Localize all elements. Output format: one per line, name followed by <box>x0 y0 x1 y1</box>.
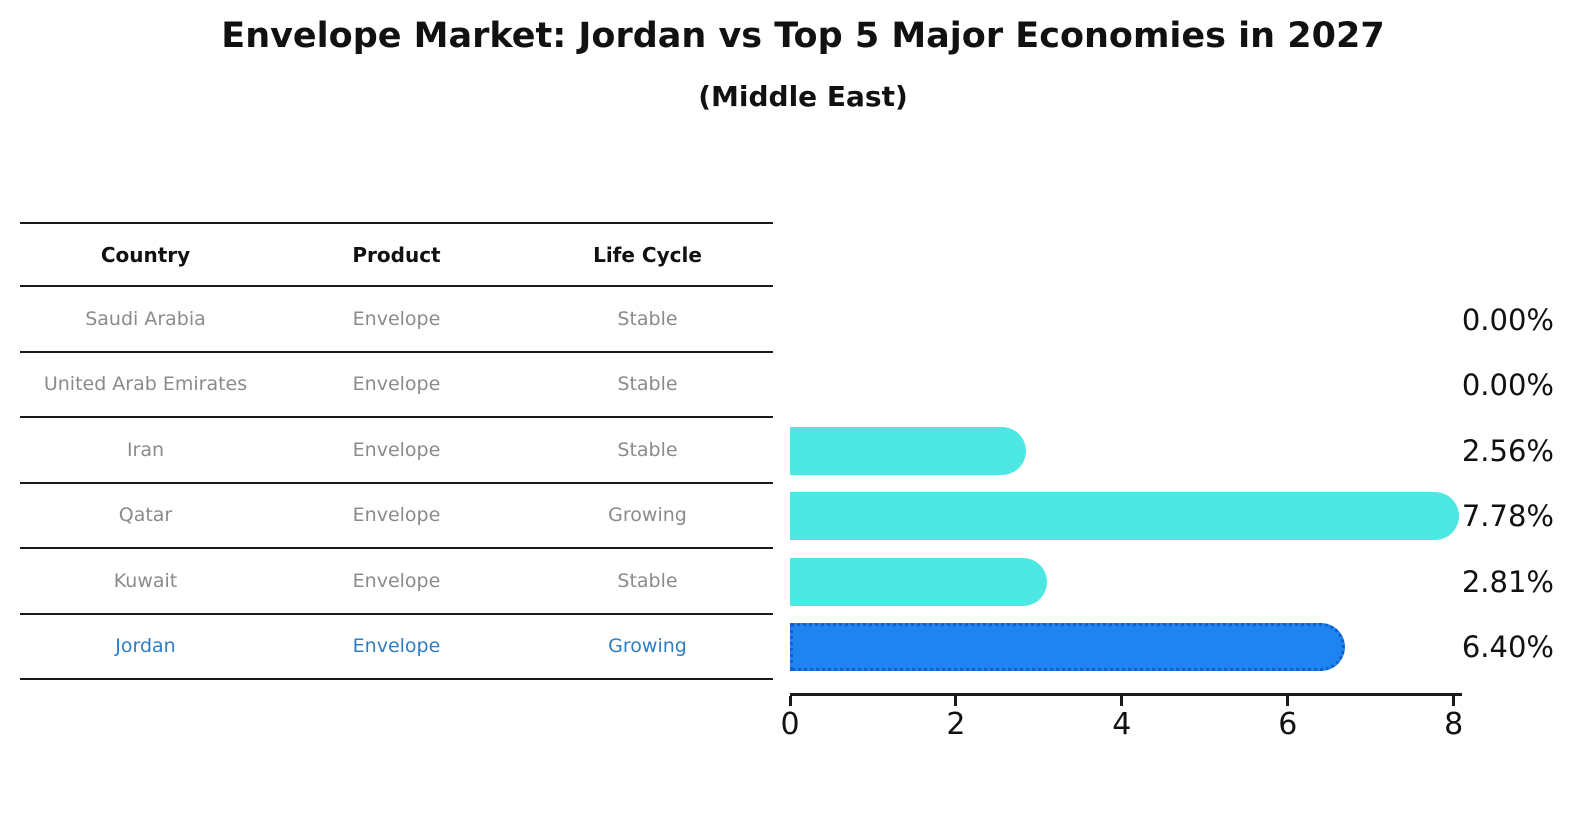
bar-plot <box>790 287 1462 680</box>
table-cell-product: Envelope <box>352 438 441 461</box>
bar-row <box>790 549 1462 615</box>
x-axis-tick-mark <box>1286 696 1290 706</box>
table-cell-life-cycle: Stable <box>617 569 678 592</box>
bar-row <box>790 615 1462 681</box>
table-cell-product: Envelope <box>352 635 441 658</box>
country-table: Country Product Life Cycle Saudi Arabia E… <box>20 222 773 680</box>
table-cell-product: Envelope <box>352 569 441 592</box>
table-cell-country: Jordan <box>115 635 176 658</box>
table-cell-country: Qatar <box>118 504 173 527</box>
value-label-column: 0.00% 0.00% 2.56% 7.78% 2.81% 6.40% <box>1452 287 1554 680</box>
table-row: Jordan Envelope Growing <box>20 615 773 680</box>
x-axis-line <box>790 693 1462 696</box>
table-row: Kuwait Envelope Stable <box>20 549 773 615</box>
table-cell-life-cycle: Growing <box>608 635 687 658</box>
bar-row <box>790 484 1462 550</box>
bar-iran <box>790 426 1027 475</box>
table-cell-country: Kuwait <box>113 569 178 592</box>
x-axis-tick-mark <box>1452 696 1456 706</box>
bar-kuwait <box>790 557 1048 606</box>
table-cell-product: Envelope <box>352 504 441 527</box>
bar-value-label: 0.00% <box>1461 302 1554 337</box>
x-axis-tick-label: 4 <box>1112 707 1132 742</box>
table-header-country: Country <box>100 242 191 267</box>
table-body: Saudi Arabia Envelope Stable United Arab Em… <box>20 287 773 680</box>
chart-subtitle: (Middle East) <box>698 80 908 113</box>
table-cell-life-cycle: Stable <box>617 373 678 396</box>
table-cell-life-cycle: Stable <box>617 307 678 330</box>
x-axis-tick-mark <box>788 696 792 706</box>
table-row: Saudi Arabia Envelope Stable <box>20 287 773 353</box>
bar-value-label: 0.00% <box>1461 368 1554 403</box>
table-row: Qatar Envelope Growing <box>20 484 773 549</box>
chart-title: Envelope Market: Jordan vs Top 5 Major E… <box>221 16 1385 56</box>
table-row: United Arab Emirates Envelope Stable <box>20 353 773 418</box>
table-row: Iran Envelope Stable <box>20 418 773 484</box>
x-axis-tick-mark <box>954 696 958 706</box>
x-axis-tick-label: 6 <box>1278 707 1298 742</box>
table-header-row: Country Product Life Cycle <box>20 222 773 287</box>
table-header-product: Product <box>352 242 441 267</box>
x-axis-tick-label: 8 <box>1444 707 1464 742</box>
bar-row <box>790 287 1462 353</box>
table-cell-country: Iran <box>126 438 165 461</box>
bar-value-label: 7.78% <box>1461 499 1554 534</box>
bar-value-label: 6.40% <box>1461 630 1554 665</box>
table-cell-product: Envelope <box>352 307 441 330</box>
x-axis-tick-label: 0 <box>780 707 800 742</box>
bar-qatar <box>790 492 1460 541</box>
x-axis-tick-label: 2 <box>946 707 966 742</box>
bar-row <box>790 418 1462 484</box>
table-cell-country: Saudi Arabia <box>85 307 206 330</box>
table-cell-country: United Arab Emirates <box>43 373 248 396</box>
table-cell-life-cycle: Stable <box>617 438 678 461</box>
table-cell-product: Envelope <box>352 373 441 396</box>
x-axis: 0 2 4 6 8 <box>780 693 1463 753</box>
bar-row <box>790 353 1462 419</box>
bar-value-label: 2.81% <box>1461 564 1554 599</box>
table-header-life-cycle: Life Cycle <box>593 242 702 267</box>
x-axis-tick-mark <box>1120 696 1124 706</box>
bar-value-label: 2.56% <box>1461 433 1554 468</box>
table-cell-life-cycle: Growing <box>608 504 687 527</box>
highlight-bar-jordan <box>790 623 1345 672</box>
